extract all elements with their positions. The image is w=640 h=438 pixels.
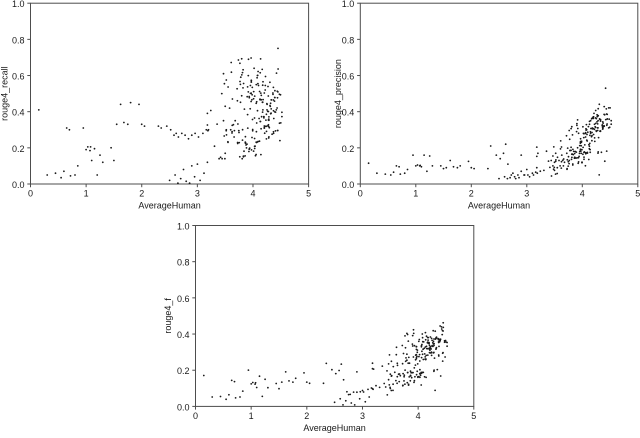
svg-text:0: 0 <box>193 411 198 421</box>
svg-text:0.8: 0.8 <box>177 258 190 268</box>
svg-text:0.4: 0.4 <box>342 108 355 118</box>
svg-text:4: 4 <box>250 189 255 199</box>
svg-text:1.0: 1.0 <box>342 0 355 9</box>
svg-text:5: 5 <box>471 411 476 421</box>
svg-text:1.0: 1.0 <box>177 222 190 232</box>
svg-text:3: 3 <box>524 189 529 199</box>
svg-text:1: 1 <box>413 189 418 199</box>
svg-text:0.6: 0.6 <box>342 72 355 82</box>
svg-text:2: 2 <box>469 189 474 199</box>
svg-text:0.0: 0.0 <box>12 180 25 190</box>
svg-text:0: 0 <box>28 189 33 199</box>
svg-text:rouge4_precision: rouge4_precision <box>333 59 343 128</box>
svg-text:1: 1 <box>84 189 89 199</box>
svg-text:5: 5 <box>635 189 640 199</box>
svg-text:0.2: 0.2 <box>12 144 25 154</box>
svg-text:3: 3 <box>195 189 200 199</box>
svg-text:AverageHuman: AverageHuman <box>303 423 365 433</box>
svg-text:5: 5 <box>306 189 311 199</box>
svg-text:2: 2 <box>304 411 309 421</box>
svg-text:0.0: 0.0 <box>177 402 190 412</box>
svg-text:3: 3 <box>360 411 365 421</box>
svg-text:0.2: 0.2 <box>342 144 355 154</box>
svg-text:rouge4_recall: rouge4_recall <box>0 66 10 121</box>
svg-text:4: 4 <box>416 411 421 421</box>
svg-text:rouge4_f: rouge4_f <box>163 298 173 334</box>
svg-text:AverageHuman: AverageHuman <box>138 201 200 211</box>
svg-text:0: 0 <box>358 189 363 199</box>
svg-text:2: 2 <box>139 189 144 199</box>
svg-text:0.2: 0.2 <box>177 366 190 376</box>
svg-text:1.0: 1.0 <box>12 0 25 9</box>
svg-text:0.8: 0.8 <box>12 35 25 45</box>
svg-text:0.4: 0.4 <box>177 330 190 340</box>
svg-text:1: 1 <box>249 411 254 421</box>
svg-text:AverageHuman: AverageHuman <box>468 201 530 211</box>
svg-text:0.0: 0.0 <box>342 180 355 190</box>
svg-text:0.6: 0.6 <box>12 72 25 82</box>
svg-text:0.4: 0.4 <box>12 108 25 118</box>
svg-text:4: 4 <box>580 189 585 199</box>
svg-text:0.6: 0.6 <box>177 294 190 304</box>
svg-text:0.8: 0.8 <box>342 35 355 45</box>
